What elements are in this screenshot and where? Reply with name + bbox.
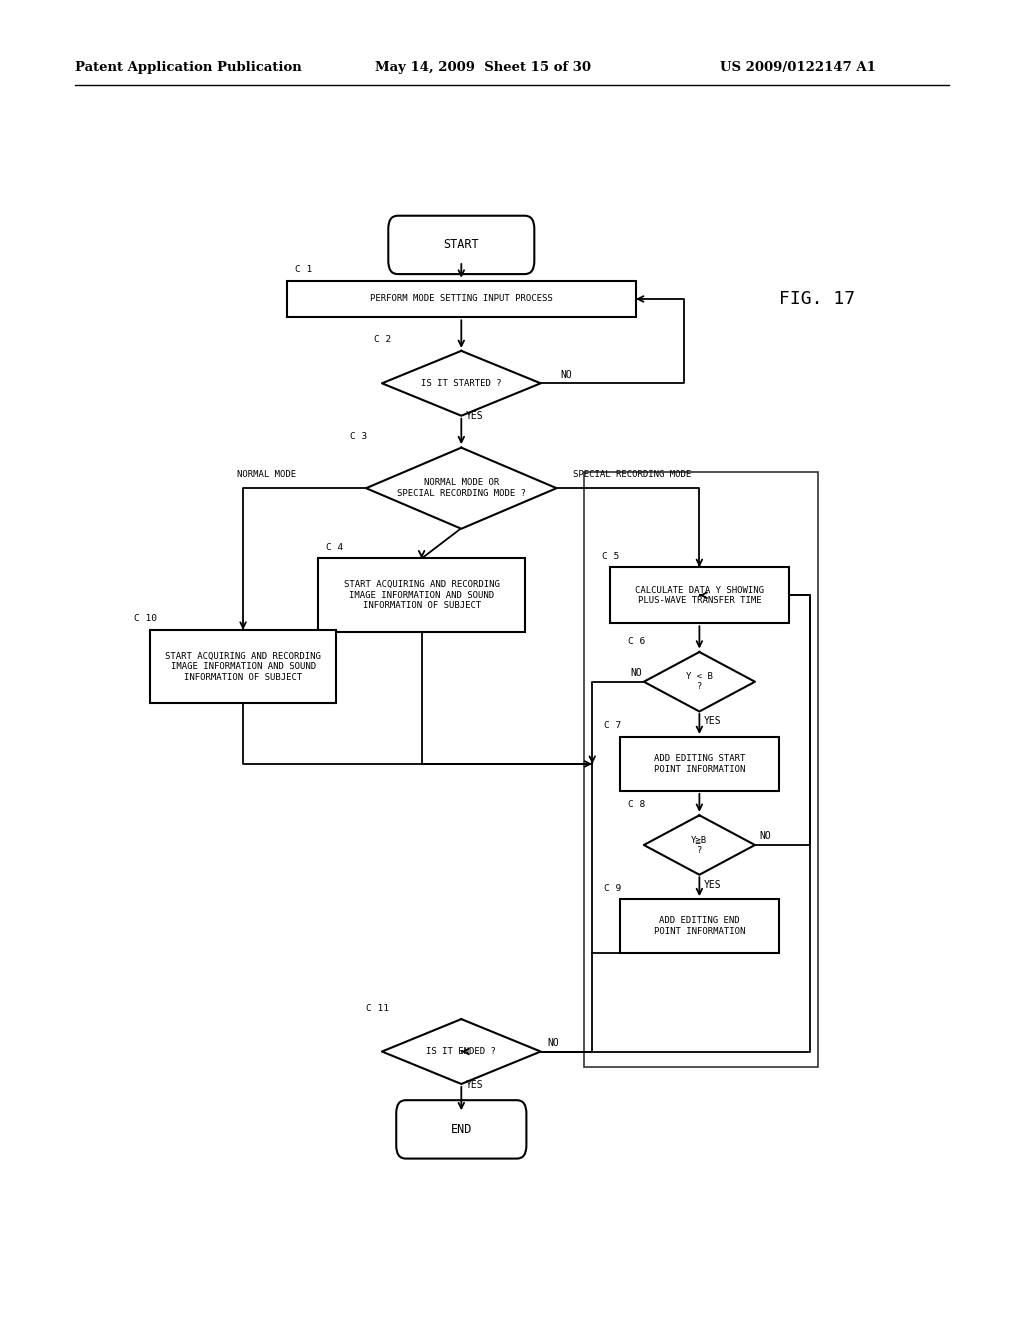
- Text: Y≧B
?: Y≧B ?: [691, 836, 708, 855]
- Bar: [287, 281, 636, 317]
- Text: C 2: C 2: [374, 335, 391, 345]
- Text: NO: NO: [759, 832, 771, 841]
- Polygon shape: [382, 1019, 541, 1084]
- Text: C 7: C 7: [604, 722, 622, 730]
- Text: C 4: C 4: [327, 543, 344, 552]
- Text: END: END: [451, 1123, 472, 1137]
- Text: C 8: C 8: [628, 800, 645, 809]
- Text: YES: YES: [465, 411, 483, 421]
- Text: C 10: C 10: [134, 614, 157, 623]
- Text: C 9: C 9: [604, 883, 622, 892]
- Polygon shape: [382, 351, 541, 416]
- Bar: [620, 899, 778, 953]
- Text: YES: YES: [703, 880, 721, 890]
- FancyBboxPatch shape: [388, 215, 535, 275]
- Text: START ACQUIRING AND RECORDING
IMAGE INFORMATION AND SOUND
INFORMATION OF SUBJECT: START ACQUIRING AND RECORDING IMAGE INFO…: [344, 581, 500, 610]
- Text: START: START: [443, 239, 479, 251]
- Bar: [318, 558, 524, 632]
- Text: US 2009/0122147 A1: US 2009/0122147 A1: [720, 61, 876, 74]
- Bar: [585, 473, 818, 1067]
- Text: Y < B
?: Y < B ?: [686, 672, 713, 692]
- Text: C 11: C 11: [366, 1003, 389, 1012]
- Text: Patent Application Publication: Patent Application Publication: [75, 61, 302, 74]
- Text: YES: YES: [465, 1080, 483, 1090]
- Text: C 1: C 1: [295, 265, 312, 275]
- Bar: [620, 737, 778, 791]
- Bar: [150, 630, 336, 704]
- Text: ADD EDITING END
POINT INFORMATION: ADD EDITING END POINT INFORMATION: [653, 916, 745, 936]
- Text: NO: NO: [560, 370, 572, 380]
- Text: NO: NO: [547, 1038, 559, 1048]
- Text: May 14, 2009  Sheet 15 of 30: May 14, 2009 Sheet 15 of 30: [375, 61, 591, 74]
- Bar: [610, 568, 788, 623]
- Polygon shape: [644, 816, 755, 875]
- Text: NORMAL MODE OR
SPECIAL RECORDING MODE ?: NORMAL MODE OR SPECIAL RECORDING MODE ?: [397, 478, 525, 498]
- Text: SPECIAL RECORDING MODE: SPECIAL RECORDING MODE: [572, 470, 691, 479]
- Text: PERFORM MODE SETTING INPUT PROCESS: PERFORM MODE SETTING INPUT PROCESS: [370, 294, 553, 304]
- Text: ADD EDITING START
POINT INFORMATION: ADD EDITING START POINT INFORMATION: [653, 754, 745, 774]
- Polygon shape: [644, 652, 755, 711]
- Text: YES: YES: [703, 715, 721, 726]
- FancyBboxPatch shape: [396, 1100, 526, 1159]
- Text: IS IT ENDED ?: IS IT ENDED ?: [426, 1047, 497, 1056]
- Text: C 6: C 6: [628, 636, 645, 645]
- Text: C 5: C 5: [602, 552, 620, 561]
- Text: NO: NO: [631, 668, 642, 678]
- Text: IS IT STARTED ?: IS IT STARTED ?: [421, 379, 502, 388]
- Text: START ACQUIRING AND RECORDING
IMAGE INFORMATION AND SOUND
INFORMATION OF SUBJECT: START ACQUIRING AND RECORDING IMAGE INFO…: [165, 652, 321, 681]
- Polygon shape: [367, 447, 557, 529]
- Text: FIG. 17: FIG. 17: [778, 290, 855, 308]
- Text: C 3: C 3: [350, 432, 368, 441]
- Text: NORMAL MODE: NORMAL MODE: [238, 470, 296, 479]
- Text: CALCULATE DATA Y SHOWING
PLUS-WAVE TRANSFER TIME: CALCULATE DATA Y SHOWING PLUS-WAVE TRANS…: [635, 586, 764, 605]
